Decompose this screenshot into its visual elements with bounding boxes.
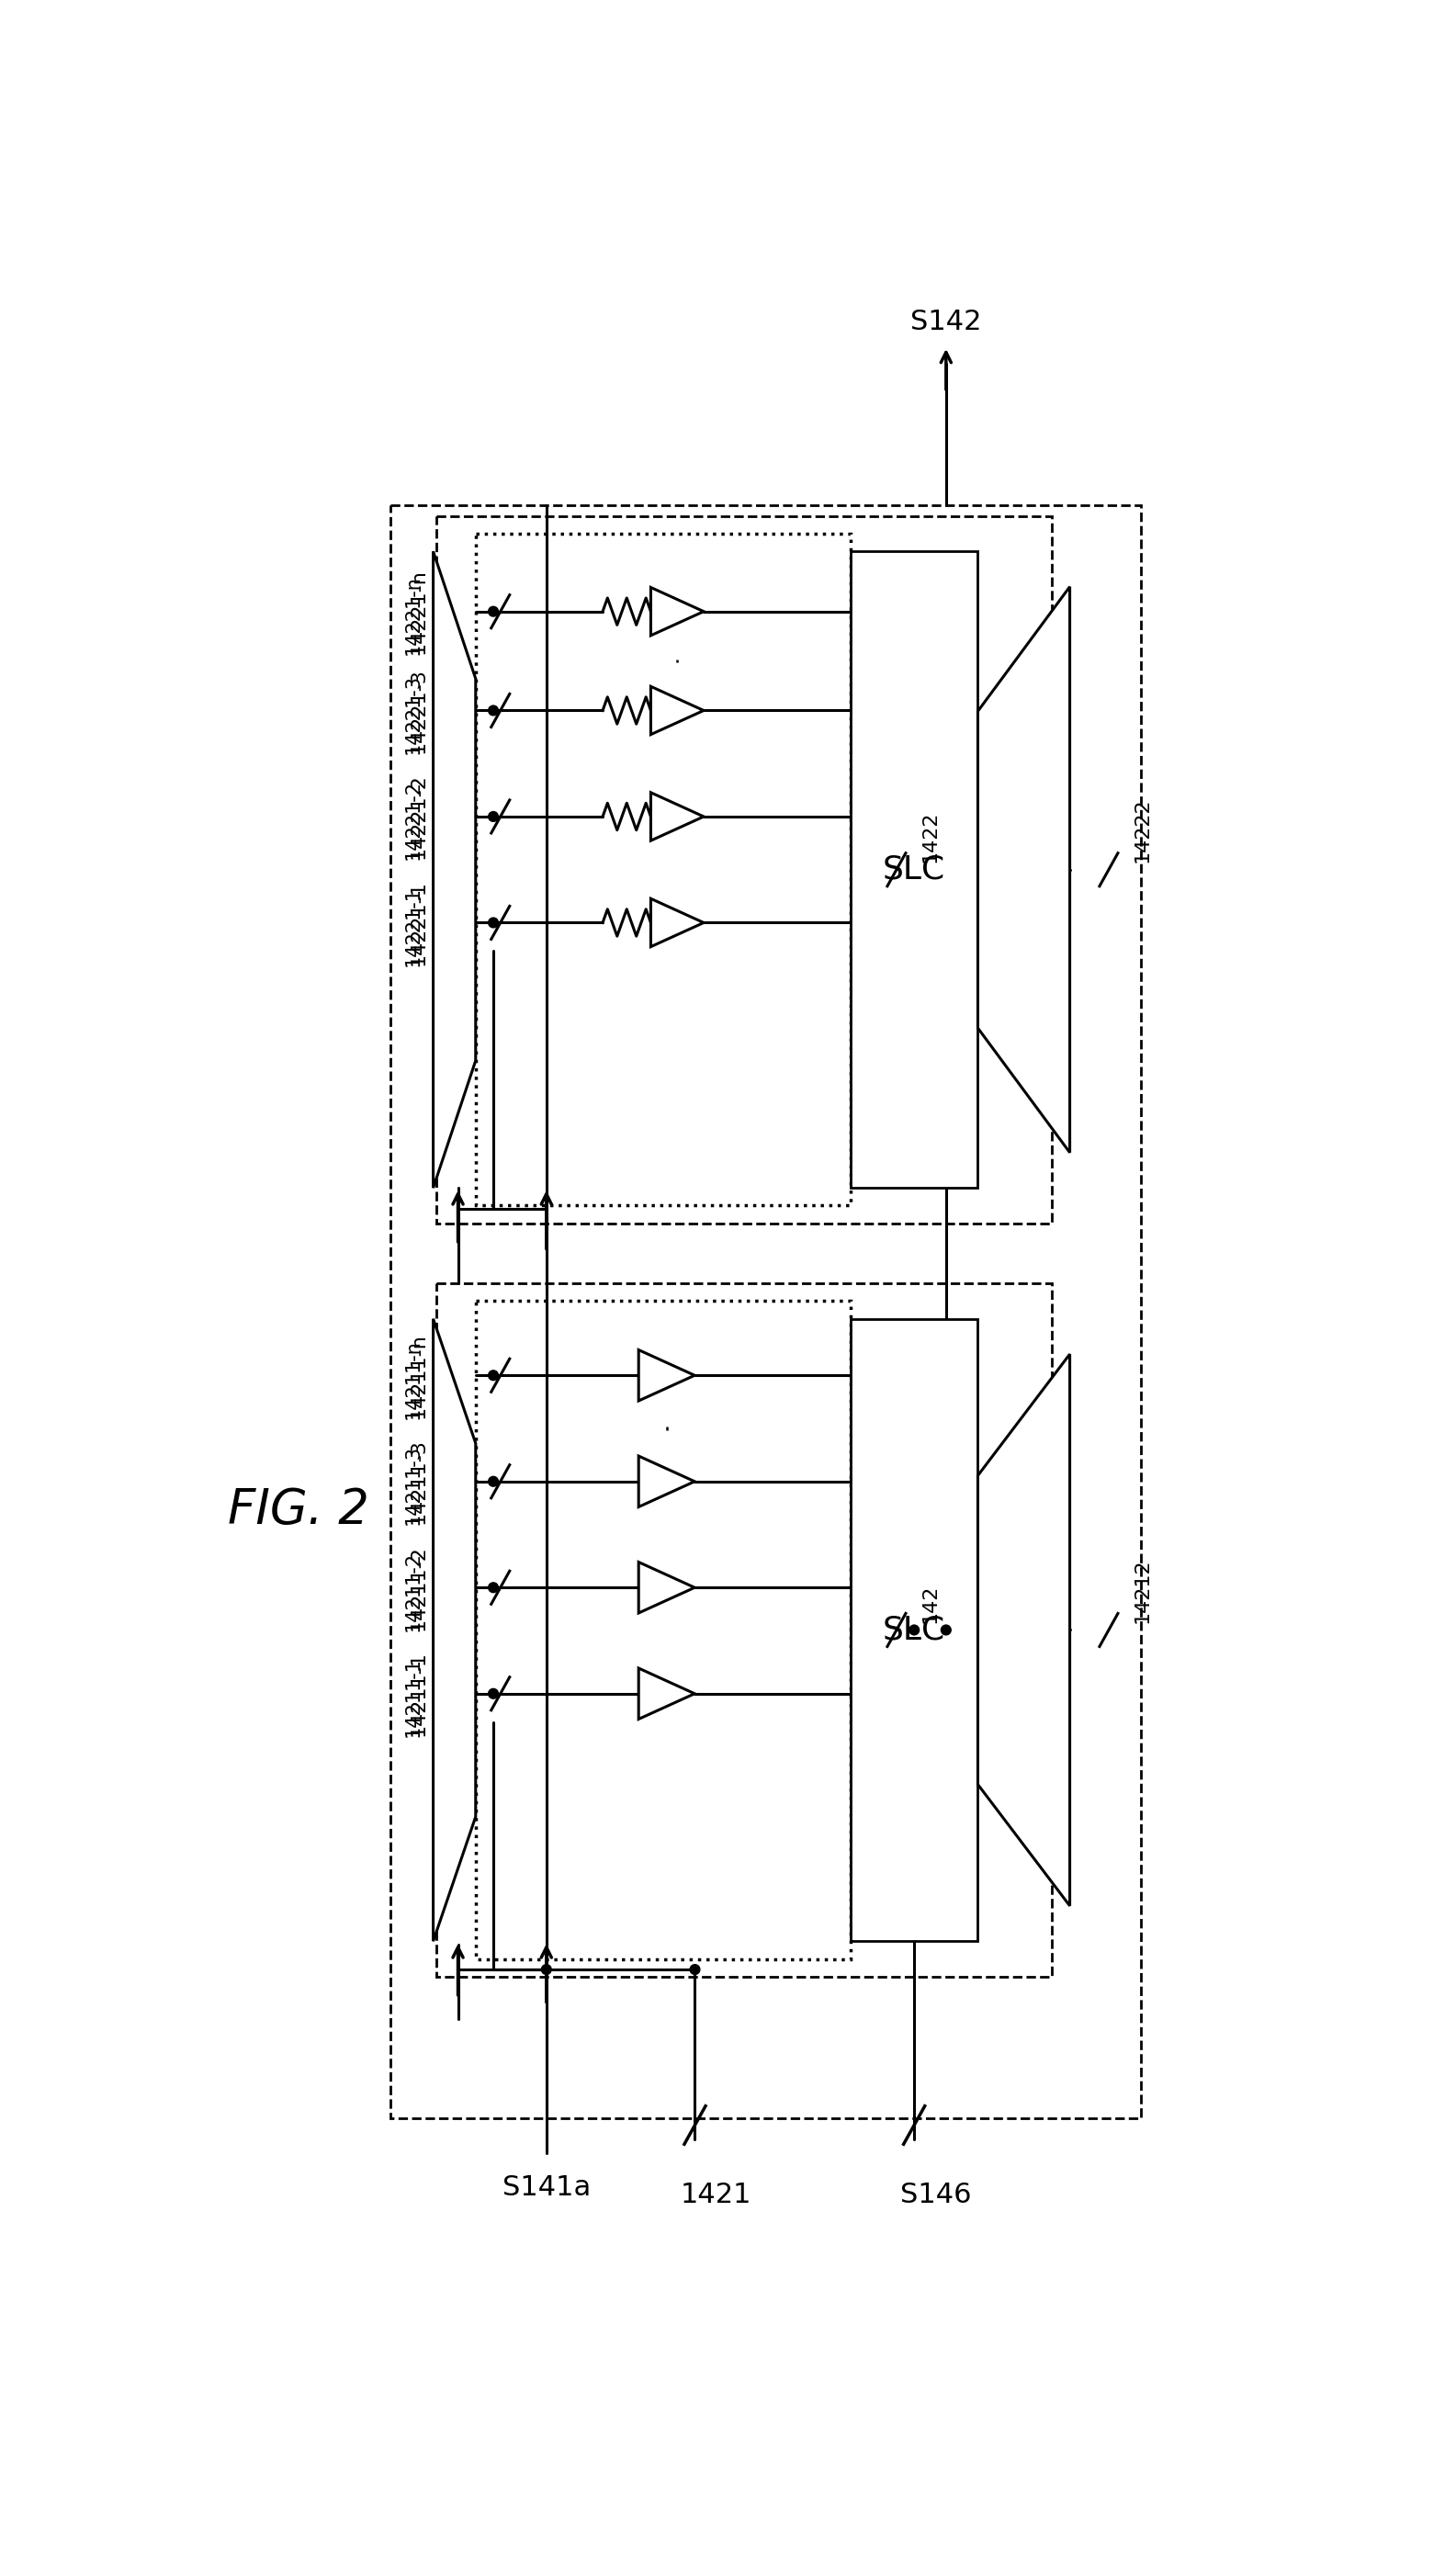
Bar bbox=[437, 1283, 1053, 1977]
Polygon shape bbox=[639, 1457, 695, 1506]
Text: 142: 142 bbox=[922, 1585, 939, 1624]
Text: SLC: SLC bbox=[882, 853, 945, 886]
Text: 14211-3: 14211-3 bbox=[405, 1444, 422, 1524]
Polygon shape bbox=[978, 1355, 1070, 1905]
Text: 14221-n: 14221-n bbox=[405, 576, 422, 656]
Text: 14222: 14222 bbox=[1133, 796, 1152, 863]
Bar bbox=[850, 551, 978, 1188]
Circle shape bbox=[941, 1626, 951, 1634]
Text: 14211-3: 14211-3 bbox=[409, 1439, 428, 1524]
Bar bbox=[850, 1319, 978, 1941]
Text: 14221-1: 14221-1 bbox=[405, 886, 422, 965]
Text: 14221-2: 14221-2 bbox=[409, 773, 428, 860]
Text: S142: S142 bbox=[910, 310, 981, 335]
Bar bbox=[390, 505, 1140, 2118]
Polygon shape bbox=[434, 551, 476, 1188]
Text: SLC: SLC bbox=[882, 1613, 945, 1647]
Circle shape bbox=[542, 1964, 552, 1975]
Polygon shape bbox=[651, 791, 703, 840]
Text: FIG. 2: FIG. 2 bbox=[229, 1485, 370, 1534]
Polygon shape bbox=[651, 586, 703, 635]
Text: 1422: 1422 bbox=[922, 812, 939, 863]
Circle shape bbox=[690, 1964, 700, 1975]
Text: S141a: S141a bbox=[502, 2174, 591, 2202]
Polygon shape bbox=[639, 1667, 695, 1718]
Text: 14221-1: 14221-1 bbox=[409, 881, 428, 965]
Circle shape bbox=[488, 607, 498, 617]
Bar bbox=[476, 1301, 850, 1959]
Text: 14212: 14212 bbox=[1133, 1557, 1152, 1624]
Polygon shape bbox=[651, 899, 703, 948]
Circle shape bbox=[488, 704, 498, 715]
Text: 14211-n: 14211-n bbox=[405, 1339, 422, 1419]
Text: 14211-n: 14211-n bbox=[409, 1332, 428, 1419]
Text: 14211-1: 14211-1 bbox=[409, 1652, 428, 1736]
Text: 14221-n: 14221-n bbox=[409, 569, 428, 653]
Circle shape bbox=[488, 1478, 498, 1485]
Text: 1421: 1421 bbox=[680, 2182, 751, 2208]
Polygon shape bbox=[639, 1562, 695, 1613]
Text: 14211-2: 14211-2 bbox=[409, 1544, 428, 1631]
Circle shape bbox=[488, 1583, 498, 1593]
Bar bbox=[437, 515, 1053, 1224]
Polygon shape bbox=[639, 1350, 695, 1401]
Circle shape bbox=[909, 1626, 919, 1634]
Circle shape bbox=[488, 917, 498, 927]
Bar bbox=[476, 533, 850, 1206]
Text: 14211-2: 14211-2 bbox=[405, 1552, 422, 1631]
Text: S146: S146 bbox=[900, 2182, 971, 2208]
Text: 14211-1: 14211-1 bbox=[405, 1657, 422, 1736]
Circle shape bbox=[488, 812, 498, 822]
Circle shape bbox=[488, 1688, 498, 1698]
Text: 14221-2: 14221-2 bbox=[405, 781, 422, 860]
Polygon shape bbox=[434, 1319, 476, 1941]
Text: 14221-3: 14221-3 bbox=[409, 668, 428, 753]
Circle shape bbox=[488, 1370, 498, 1380]
Polygon shape bbox=[651, 686, 703, 735]
Polygon shape bbox=[978, 586, 1070, 1152]
Text: 14221-3: 14221-3 bbox=[405, 674, 422, 753]
